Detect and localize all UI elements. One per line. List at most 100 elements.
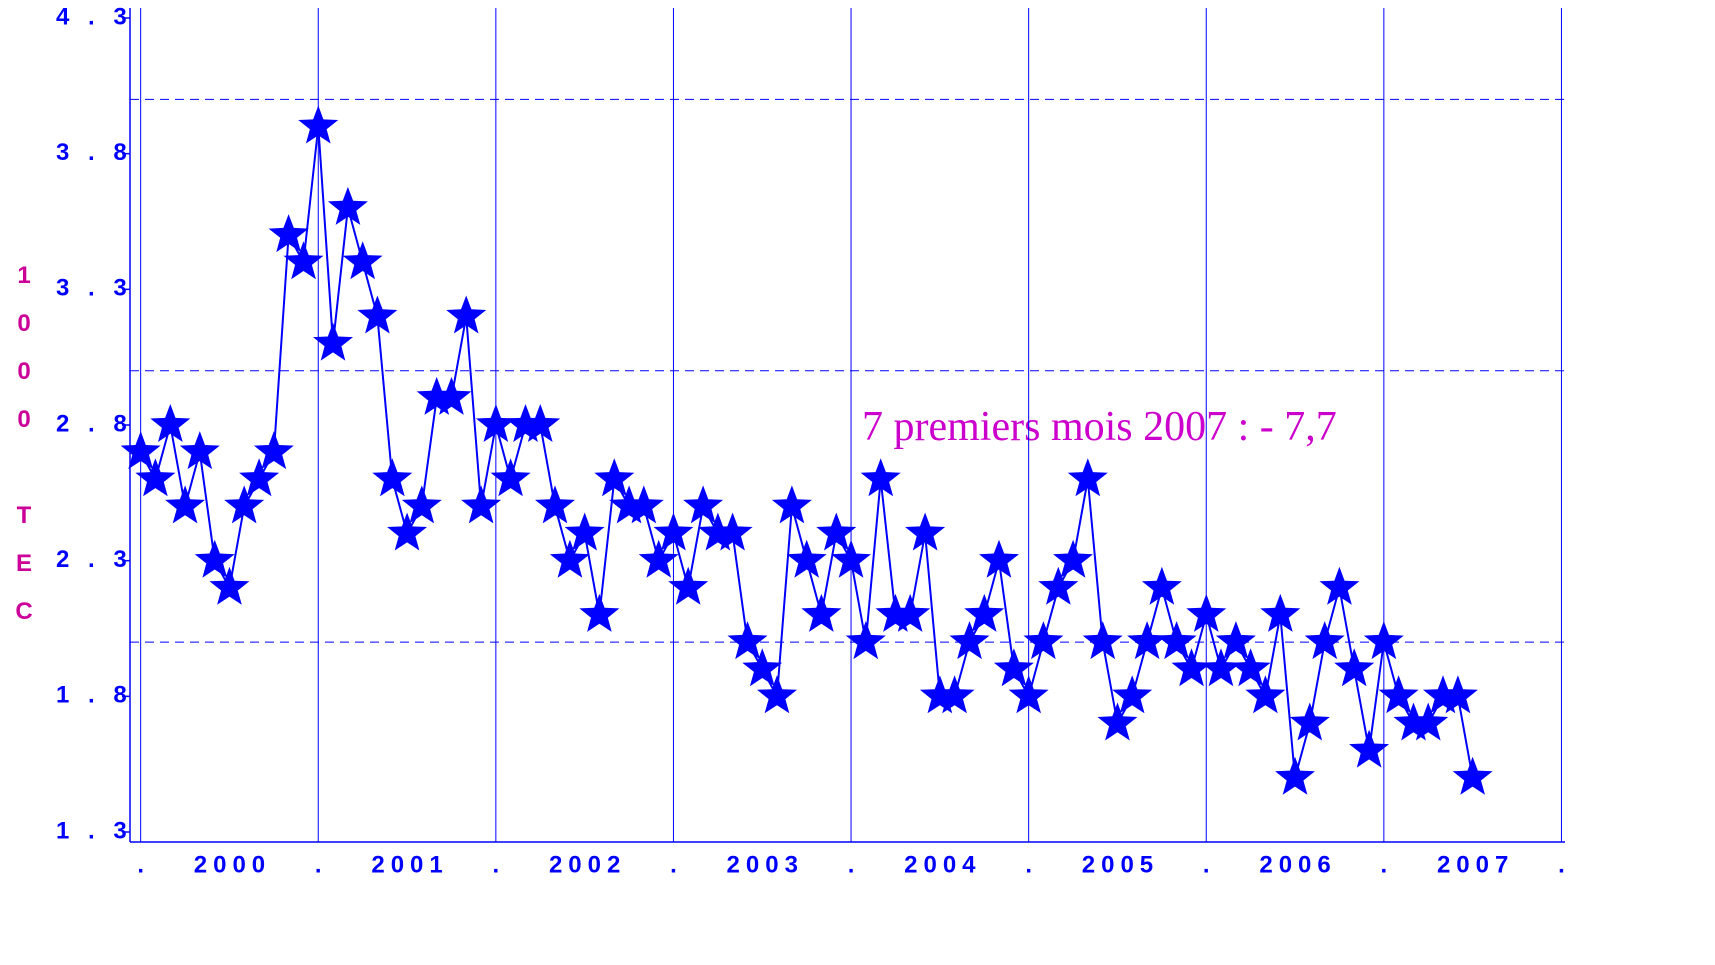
marker — [1408, 702, 1449, 741]
x-tick-label: 2002 — [549, 851, 626, 878]
marker — [150, 404, 191, 442]
marker — [934, 675, 975, 714]
marker — [905, 512, 946, 551]
marker — [831, 539, 871, 578]
y-tick-label: 1 . 8 — [56, 682, 133, 709]
marker — [771, 485, 812, 524]
x-tick-label: . — [1025, 851, 1038, 878]
x-tick-label: . — [315, 851, 328, 878]
marker — [1423, 675, 1463, 714]
marker — [179, 431, 220, 470]
marker — [579, 593, 620, 632]
marker — [919, 675, 960, 714]
annotation: 7 premiers mois 2007 : - 7,7 — [862, 404, 1337, 450]
marker — [816, 512, 857, 551]
x-tick-label: 2005 — [1082, 851, 1159, 878]
line — [139, 126, 1474, 778]
marker — [239, 458, 280, 497]
x-tick-label: 2006 — [1259, 851, 1336, 878]
marker — [1008, 675, 1049, 714]
marker — [993, 648, 1034, 687]
marker — [298, 105, 339, 144]
marker — [1186, 593, 1227, 632]
marker — [1023, 621, 1064, 660]
y-tick-label: 2 . 3 — [56, 546, 133, 573]
marker — [801, 593, 842, 632]
marker — [1289, 702, 1330, 741]
y-tick-label: 3 . 3 — [56, 275, 133, 302]
x-tick-label: 2003 — [727, 851, 804, 878]
marker — [1393, 702, 1434, 741]
x-tick-label: . — [670, 851, 683, 878]
x-tick-label: . — [137, 851, 150, 878]
x-tick-label: 2000 — [194, 851, 271, 878]
marker — [1156, 621, 1197, 660]
y-tick-label: 1 . 3 — [56, 817, 133, 844]
marker — [535, 485, 575, 524]
y-tick-label: 4 . 3 — [56, 3, 133, 30]
marker — [446, 295, 487, 334]
marker — [1378, 675, 1419, 714]
marker — [357, 295, 398, 334]
marker — [1097, 702, 1138, 741]
marker — [387, 512, 427, 551]
marker — [490, 458, 531, 497]
marker — [623, 485, 664, 524]
marker — [313, 322, 353, 361]
marker — [1038, 566, 1079, 605]
marker — [475, 404, 516, 442]
marker — [594, 458, 635, 497]
y-tick-label: 2 . 8 — [56, 410, 133, 437]
x-tick-label: . — [1381, 851, 1394, 878]
marker — [683, 485, 724, 524]
marker — [209, 566, 250, 605]
marker — [372, 458, 413, 497]
marker — [964, 593, 1005, 632]
y-axis-label: 1000 TEC — [11, 262, 38, 646]
marker — [1319, 566, 1360, 605]
marker — [890, 593, 931, 632]
marker — [505, 404, 546, 442]
marker — [1141, 566, 1182, 605]
marker — [697, 512, 738, 551]
marker — [431, 376, 472, 415]
marker — [609, 485, 649, 524]
marker — [1171, 648, 1212, 687]
marker — [120, 431, 161, 470]
marker — [564, 512, 605, 551]
marker — [1127, 621, 1168, 660]
marker — [520, 404, 561, 442]
marker — [135, 458, 176, 497]
marker — [1201, 648, 1241, 687]
marker — [224, 485, 265, 524]
marker — [1245, 675, 1286, 714]
marker — [283, 241, 324, 280]
marker — [327, 186, 368, 225]
marker — [1437, 675, 1478, 714]
marker — [165, 485, 205, 524]
marker — [860, 458, 901, 497]
marker — [253, 431, 294, 470]
x-tick-label: . — [1203, 851, 1216, 878]
marker — [401, 485, 442, 524]
marker — [1363, 621, 1404, 660]
marker — [342, 241, 383, 280]
x-tick-label: 2001 — [371, 851, 448, 878]
marker — [1082, 621, 1123, 660]
marker — [1275, 756, 1315, 795]
marker — [638, 539, 679, 578]
marker — [949, 621, 990, 660]
x-tick-label: . — [493, 851, 506, 878]
marker — [1112, 675, 1153, 714]
marker — [727, 621, 768, 660]
marker — [1215, 621, 1256, 660]
marker — [979, 539, 1019, 578]
marker — [668, 566, 709, 605]
marker — [1334, 648, 1375, 687]
marker — [653, 512, 694, 551]
marker — [845, 621, 886, 660]
marker — [194, 539, 235, 578]
x-tick-label: 2007 — [1437, 851, 1514, 878]
marker — [1260, 593, 1301, 632]
